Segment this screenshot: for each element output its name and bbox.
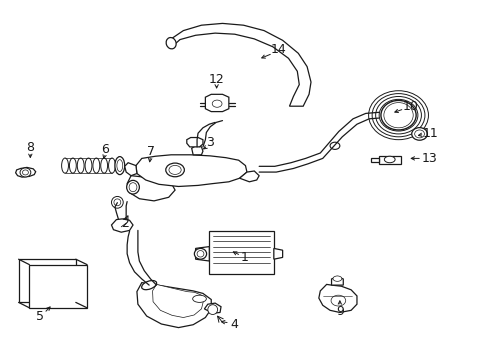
- Ellipse shape: [93, 158, 100, 173]
- Ellipse shape: [115, 157, 124, 175]
- Ellipse shape: [101, 158, 107, 173]
- Circle shape: [114, 199, 121, 206]
- Ellipse shape: [108, 158, 115, 173]
- Ellipse shape: [129, 183, 137, 192]
- Ellipse shape: [368, 91, 427, 140]
- Text: 4: 4: [230, 318, 238, 330]
- Ellipse shape: [142, 280, 156, 290]
- Ellipse shape: [22, 170, 28, 175]
- Ellipse shape: [411, 127, 427, 140]
- Polygon shape: [111, 219, 133, 232]
- Ellipse shape: [192, 295, 206, 302]
- Polygon shape: [204, 303, 221, 313]
- Ellipse shape: [414, 130, 424, 138]
- Text: 12: 12: [208, 73, 224, 86]
- Text: 11: 11: [422, 127, 437, 140]
- Text: 13: 13: [421, 152, 436, 165]
- Polygon shape: [209, 231, 273, 274]
- Polygon shape: [195, 247, 209, 261]
- Ellipse shape: [194, 248, 206, 259]
- Text: 9: 9: [335, 305, 343, 318]
- Polygon shape: [186, 138, 203, 147]
- Ellipse shape: [20, 168, 31, 177]
- Ellipse shape: [77, 158, 84, 173]
- Ellipse shape: [166, 37, 176, 49]
- Polygon shape: [318, 284, 356, 312]
- Ellipse shape: [69, 158, 76, 173]
- Ellipse shape: [61, 158, 68, 173]
- Polygon shape: [137, 283, 211, 328]
- Text: 7: 7: [146, 145, 154, 158]
- Text: 3: 3: [206, 136, 214, 149]
- Polygon shape: [191, 146, 203, 155]
- Ellipse shape: [126, 180, 139, 194]
- Ellipse shape: [169, 165, 181, 174]
- Text: 5: 5: [36, 310, 44, 323]
- Polygon shape: [16, 167, 36, 177]
- Text: 10: 10: [402, 100, 418, 113]
- Polygon shape: [171, 23, 310, 106]
- Ellipse shape: [165, 163, 184, 177]
- Polygon shape: [19, 259, 76, 302]
- Ellipse shape: [212, 100, 222, 107]
- Ellipse shape: [117, 159, 122, 171]
- Ellipse shape: [380, 100, 415, 130]
- Circle shape: [207, 305, 217, 315]
- Text: 6: 6: [101, 143, 109, 156]
- Polygon shape: [127, 176, 175, 201]
- Polygon shape: [273, 248, 282, 259]
- Text: 2: 2: [121, 217, 128, 230]
- Polygon shape: [370, 158, 378, 162]
- Circle shape: [111, 197, 123, 208]
- Ellipse shape: [329, 142, 339, 149]
- Ellipse shape: [330, 295, 345, 306]
- Polygon shape: [239, 171, 259, 182]
- Polygon shape: [205, 94, 228, 112]
- Polygon shape: [152, 284, 203, 318]
- Ellipse shape: [85, 158, 92, 173]
- Polygon shape: [124, 163, 137, 176]
- Ellipse shape: [384, 156, 394, 163]
- Ellipse shape: [332, 276, 341, 282]
- Text: 8: 8: [26, 141, 34, 154]
- Text: 1: 1: [240, 251, 248, 264]
- Text: 14: 14: [270, 43, 286, 56]
- Polygon shape: [136, 155, 246, 186]
- Polygon shape: [378, 156, 400, 164]
- Polygon shape: [331, 276, 343, 285]
- Polygon shape: [29, 265, 87, 308]
- Ellipse shape: [197, 251, 203, 257]
